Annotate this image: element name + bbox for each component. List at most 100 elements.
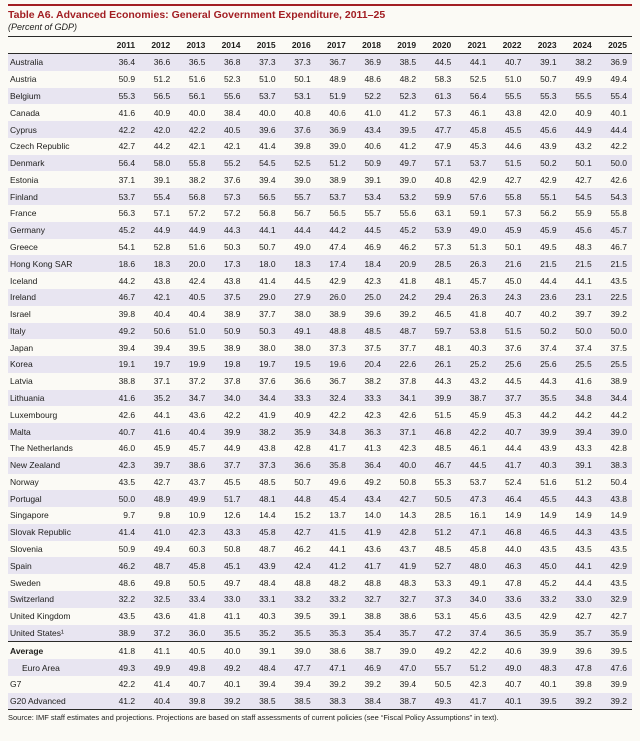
- data-cell: 51.3: [469, 241, 487, 252]
- data-cell: 37.7: [259, 309, 276, 320]
- data-cell: 42.7: [118, 141, 136, 152]
- data-cell: 39.8: [175, 692, 211, 711]
- data-cell: 16.1: [469, 510, 487, 521]
- data-cell: 41.7: [329, 443, 346, 454]
- data-cell: 29.0: [259, 292, 276, 303]
- data-cell: 53.7: [259, 90, 276, 101]
- data-cell: 17.4: [329, 258, 346, 269]
- data-cell: 33.0: [575, 594, 592, 605]
- data-cell: 39.2: [210, 692, 246, 711]
- row-label: Korea: [10, 359, 33, 370]
- data-cell: 19.7: [153, 359, 171, 370]
- row-label: United States¹: [10, 627, 64, 638]
- data-cell: 44.5: [469, 460, 487, 471]
- data-cell: 46.1: [469, 443, 487, 454]
- data-cell: 48.2: [399, 74, 417, 85]
- data-cell: 59.7: [434, 325, 452, 336]
- data-cell: 36.6: [294, 460, 311, 471]
- data-cell: 49.5: [540, 241, 557, 252]
- data-cell: 39.4: [118, 342, 136, 353]
- data-cell: 45.9: [540, 225, 557, 236]
- data-cell: 53.7: [469, 476, 487, 487]
- data-cell: 19.1: [118, 359, 136, 370]
- data-cell: 14.9: [504, 510, 522, 521]
- data-cell: 48.8: [294, 577, 311, 588]
- data-cell: 19.8: [223, 359, 241, 370]
- data-cell: 45.8: [188, 560, 206, 571]
- data-cell: 35.2: [153, 393, 171, 404]
- data-cell: 39.9: [526, 641, 562, 660]
- data-cell: 38.2: [188, 174, 206, 185]
- year-column-header: 2023: [526, 36, 562, 54]
- row-label: New Zealand: [10, 460, 61, 471]
- data-cell: 55.4: [610, 90, 627, 101]
- data-cell: 44.2: [153, 141, 171, 152]
- data-cell: 49.2: [223, 662, 241, 673]
- data-cell: 54.5: [575, 191, 592, 202]
- data-cell: 52.2: [364, 90, 381, 101]
- data-cell: 42.9: [469, 174, 487, 185]
- row-label: Spain: [10, 560, 32, 571]
- data-cell: 39.7: [153, 460, 171, 471]
- data-cell: 41.2: [329, 560, 346, 571]
- data-cell: 51.5: [504, 158, 522, 169]
- data-cell: 40.7: [504, 57, 522, 68]
- row-label: Norway: [10, 476, 39, 487]
- data-cell: 42.3: [469, 679, 487, 690]
- data-cell: 40.3: [469, 342, 487, 353]
- data-cell: 35.2: [259, 627, 276, 638]
- data-cell: 13.7: [329, 510, 346, 521]
- data-cell: 39.9: [223, 426, 241, 437]
- row-label: The Netherlands: [10, 443, 73, 454]
- data-cell: 47.0: [399, 662, 417, 673]
- table-row: G7 42.2 41.4 40.7 40.1 39.4 39.4 39.2 39.2 39.4 50…: [8, 676, 632, 693]
- data-cell: 55.6: [399, 208, 417, 219]
- data-cell: 43.2: [469, 376, 487, 387]
- data-cell: 48.1: [434, 342, 452, 353]
- data-cell: 44.3: [575, 493, 592, 504]
- data-cell: 50.1: [294, 74, 311, 85]
- data-cell: 42.0: [540, 107, 557, 118]
- year-column-header: 2021: [456, 36, 492, 54]
- data-cell: 34.0: [223, 393, 241, 404]
- data-cell: 45.2: [399, 225, 417, 236]
- data-cell: 45.7: [469, 275, 487, 286]
- data-cell: 37.8: [223, 376, 241, 387]
- table-row: Spain 46.2 48.7 45.8 45.1 43.9 42.4 41.2 41.7 41.…: [8, 557, 632, 575]
- data-cell: 36.7: [329, 57, 346, 68]
- data-cell: 49.2: [118, 325, 136, 336]
- data-cell: 46.1: [469, 107, 487, 118]
- data-cell: 38.8: [118, 376, 136, 387]
- table-row: Latvia 38.8 37.1 37.2 37.8 37.6 36.6 36.7 38.2 37…: [8, 373, 632, 390]
- data-cell: 40.4: [153, 309, 171, 320]
- data-cell: 38.9: [118, 627, 136, 638]
- data-cell: 48.9: [153, 493, 171, 504]
- data-cell: 50.0: [575, 325, 592, 336]
- data-cell: 37.4: [575, 342, 592, 353]
- row-label: Finland: [10, 191, 38, 202]
- data-cell: 26.3: [469, 258, 487, 269]
- data-cell: 38.9: [223, 309, 241, 320]
- data-cell: 24.3: [504, 292, 522, 303]
- data-cell: 39.1: [245, 641, 281, 660]
- data-cell: 37.3: [434, 594, 452, 605]
- data-cell: 39.4: [294, 679, 311, 690]
- year-column-header: 2022: [491, 36, 527, 54]
- data-cell: 40.7: [504, 679, 522, 690]
- data-cell: 47.8: [575, 662, 592, 673]
- data-cell: 38.7: [386, 692, 422, 711]
- data-cell: 38.9: [223, 342, 241, 353]
- data-cell: 57.2: [188, 208, 206, 219]
- row-label: Belgium: [10, 90, 41, 101]
- data-cell: 44.1: [575, 275, 592, 286]
- data-cell: 50.2: [540, 325, 557, 336]
- data-cell: 46.7: [118, 292, 136, 303]
- data-cell: 38.5: [399, 57, 417, 68]
- data-cell: 39.5: [294, 611, 311, 622]
- data-cell: 53.3: [434, 577, 452, 588]
- header-corner: [8, 36, 105, 54]
- data-cell: 55.9: [575, 208, 592, 219]
- data-cell: 39.6: [259, 124, 276, 135]
- data-cell: 44.9: [223, 443, 241, 454]
- data-cell: 9.8: [158, 510, 171, 521]
